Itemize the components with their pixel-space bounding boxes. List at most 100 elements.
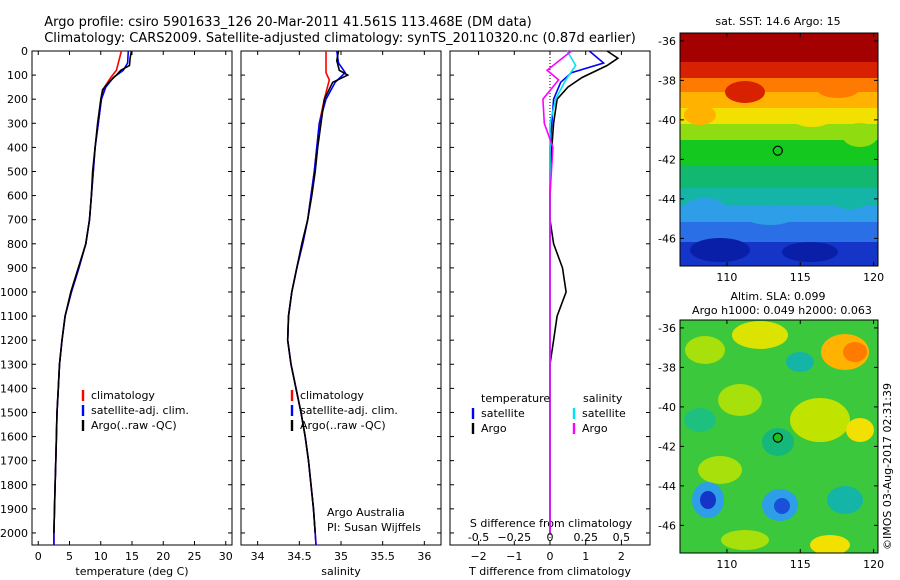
depth-tick-label: 1400: [0, 382, 28, 395]
x-tick-label: 25: [188, 550, 202, 563]
sst-map-field: [680, 33, 878, 266]
depth-tick-label: 1500: [0, 406, 28, 419]
map-x-tick-label: 120: [863, 271, 884, 284]
depth-tick-label: 800: [7, 238, 28, 251]
map-x-tick-label: 110: [716, 558, 737, 571]
map-y-tick-label: -36: [658, 35, 676, 48]
x-tick-label: −2: [470, 550, 486, 563]
x2-tick-label: 0: [547, 531, 554, 544]
legend-label: Argo: [481, 422, 507, 435]
depth-tick-label: 1600: [0, 431, 28, 444]
series-line-satellite-adj-clim-: [53, 50, 130, 545]
map-x-tick-label: 115: [790, 558, 811, 571]
sla-map-frame: [679, 319, 879, 554]
sla-profile-location-marker: [772, 432, 783, 443]
x2-axis-label: S difference from climatology: [470, 517, 633, 530]
x2-tick-label: -0.5: [468, 531, 489, 544]
map-y-tick-label: -38: [658, 361, 676, 374]
x-tick-label: 1: [582, 550, 589, 563]
legend-group-heading: temperature: [481, 392, 550, 405]
x2-tick-label: 0.25: [573, 531, 598, 544]
sla-map-subtitle: Argo h1000: 0.049 h2000: 0.063: [692, 304, 872, 317]
depth-tick-label: 1200: [0, 334, 28, 347]
temperature-x-axis-label: temperature (deg C): [75, 565, 188, 578]
depth-tick-label: 200: [7, 93, 28, 106]
x-tick-label: 2: [618, 550, 625, 563]
sst-map-title: sat. SST: 14.6 Argo: 15: [715, 15, 840, 28]
legend-label: Argo(..raw -QC): [300, 419, 386, 432]
differences-x-axis-label: T difference from climatology: [468, 565, 631, 578]
sst-map-axes: 110 115 120 -36 -38 -40 -42 -44 -46: [658, 33, 884, 284]
x2-tick-label: 0.5: [613, 531, 631, 544]
map-y-tick-label: -40: [658, 114, 676, 127]
depth-tick-label: 600: [7, 190, 28, 203]
depth-tick-label: 700: [7, 214, 28, 227]
map-y-tick-label: -42: [658, 153, 676, 166]
legend-label: satellite-adj. clim.: [91, 404, 189, 417]
x-tick-label: −1: [506, 550, 522, 563]
series-line-temperature-satellite: [549, 50, 606, 533]
sst-profile-location-marker: [772, 145, 783, 156]
series-line-argo-raw-qc-: [286, 50, 350, 534]
legend-label: Argo: [582, 422, 608, 435]
x-tick-label: 35.5: [370, 550, 395, 563]
map-y-tick-label: -38: [658, 74, 676, 87]
map-x-tick-label: 110: [716, 271, 737, 284]
map-x-tick-label: 115: [790, 271, 811, 284]
map-y-tick-label: -36: [658, 322, 676, 335]
series-line-salinity-argo: [542, 50, 572, 533]
depth-tick-label: 1000: [0, 286, 28, 299]
title-line-2: Climatology: CARS2009. Satellite-adjuste…: [44, 31, 636, 46]
sla-map-title: Altim. SLA: 0.099: [730, 290, 825, 303]
legend-label: satellite: [481, 407, 525, 420]
map-y-tick-label: -42: [658, 440, 676, 453]
salinity-x-axis-label: salinity: [321, 565, 361, 578]
x-tick-label: 36: [417, 550, 431, 563]
difference-panel: −2 −1 0 1 2 -0.5 −0.25 0 0.25 0.5S difference fro…: [449, 50, 651, 578]
depth-tick-label: 300: [7, 117, 28, 130]
x-tick-label: 0: [547, 550, 554, 563]
map-x-tick-label: 120: [863, 558, 884, 571]
salinity-panel: 34 34.5 35 35.5 36 salinity climatology satelli…: [240, 50, 442, 578]
depth-tick-label: 900: [7, 262, 28, 275]
depth-tick-label: 2000: [0, 527, 28, 540]
temperature-plot-frame: [31, 50, 233, 546]
depth-tick-label: 1700: [0, 455, 28, 468]
sst-map-frame: [679, 32, 879, 267]
x2-tick-label: −0.25: [497, 531, 531, 544]
map-y-tick-label: -44: [658, 193, 676, 206]
legend-label: climatology: [300, 389, 364, 402]
x-tick-label: 10: [94, 550, 108, 563]
sla-map-field: [680, 320, 878, 553]
sla-map-panel: Altim. SLA: 0.099 Argo h1000: 0.049 h200…: [658, 290, 884, 571]
legend-label: Argo(..raw -QC): [91, 419, 177, 432]
map-y-tick-label: -46: [658, 232, 676, 245]
x-tick-label: 20: [156, 550, 170, 563]
legend-label: climatology: [91, 389, 155, 402]
map-y-tick-label: -44: [658, 480, 676, 493]
annotation-text: Argo Australia: [327, 506, 405, 519]
x-tick-label: 0: [35, 550, 42, 563]
series-line-satellite-adj-clim-: [286, 50, 347, 546]
depth-tick-label: 400: [7, 141, 28, 154]
map-y-tick-label: -40: [658, 401, 676, 414]
timestamp-label: ©IMOS 03-Aug-2017 02:31:39: [881, 383, 894, 550]
sla-map-axes: 110 115 120 -36 -38 -40 -42 -44 -46: [658, 320, 884, 571]
x-tick-label: 15: [125, 550, 139, 563]
depth-tick-label: 1900: [0, 503, 28, 516]
x-tick-label: 34.5: [287, 550, 312, 563]
temperature-panel: 0 100 200 300 400 500 600 700 800 900 1000 1100 1200…: [0, 45, 233, 578]
x-tick-label: 5: [66, 550, 73, 563]
legend-label: satellite-adj. clim.: [300, 404, 398, 417]
depth-tick-label: 100: [7, 69, 28, 82]
series-line-argo-raw-qc-: [53, 50, 133, 534]
depth-tick-label: 1800: [0, 479, 28, 492]
series-line-climatology: [286, 51, 331, 546]
depth-tick-label: 500: [7, 165, 28, 178]
series-line-climatology: [53, 50, 123, 545]
x-tick-label: 30: [219, 550, 233, 563]
depth-tick-label: 1100: [0, 310, 28, 323]
series-line-temperature-argo: [549, 50, 620, 533]
salinity-plot-frame: [240, 50, 442, 546]
